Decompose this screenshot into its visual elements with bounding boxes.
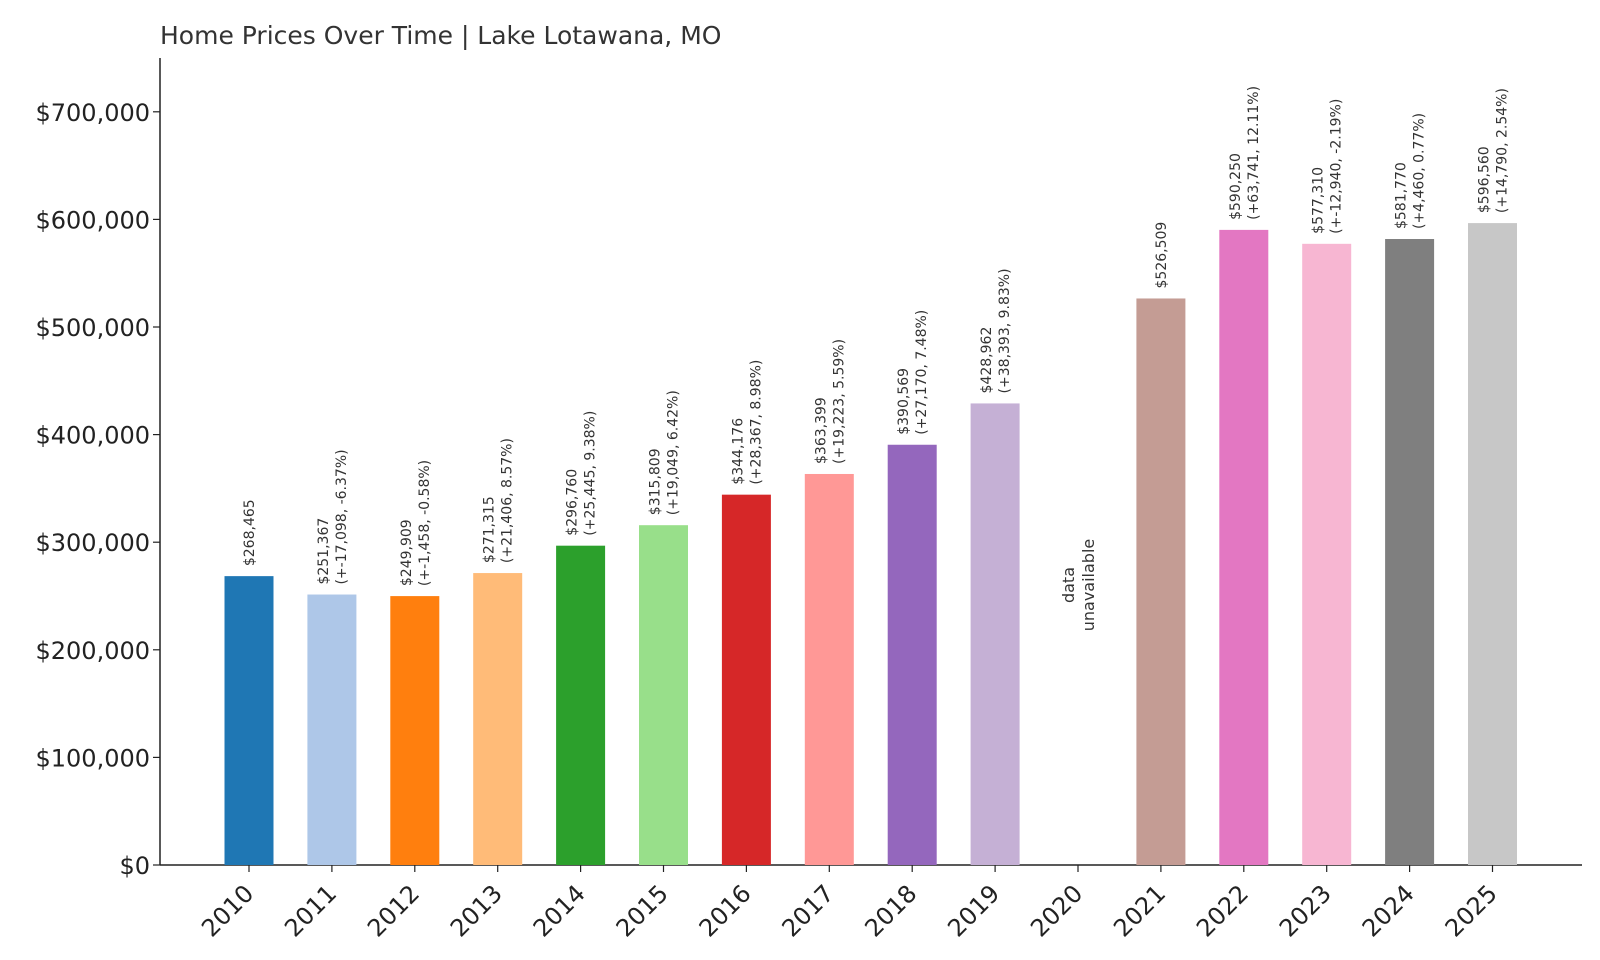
y-tick-label: $100,000: [35, 744, 150, 772]
x-tick-label: 2014: [528, 879, 591, 942]
x-tick-label: 2013: [445, 879, 508, 942]
bar: [307, 594, 357, 865]
x-tick-label: 2010: [196, 879, 259, 942]
bar: [1385, 239, 1435, 865]
bar-value-label: (+19,049, 6.42%): [666, 390, 682, 515]
x-tick-label: 2017: [777, 879, 840, 942]
bar: [887, 444, 937, 865]
bar-value-label: $577,310: [1311, 167, 1327, 234]
bar: [473, 573, 523, 865]
bar-value-label: $344,176: [730, 418, 746, 485]
bar: [1468, 223, 1517, 865]
bar-value-label: (+63,741, 12.11%): [1246, 86, 1262, 220]
bar-value-label: $271,315: [482, 496, 498, 563]
x-tick-label: 2023: [1274, 879, 1337, 942]
bar-value-label: $363,399: [813, 397, 829, 464]
bar: [390, 596, 440, 865]
x-tick-label: 2021: [1108, 879, 1171, 942]
x-tick-label: 2018: [859, 879, 922, 942]
y-tick-label: $0: [119, 852, 150, 880]
bar: [804, 473, 854, 865]
bar-value-label: $315,809: [648, 448, 664, 515]
x-tick-label: 2025: [1440, 879, 1503, 942]
y-tick-label: $400,000: [35, 422, 150, 450]
bar-value-label: (+-1,458, -0.58%): [417, 460, 433, 586]
x-tick-label: 2019: [942, 879, 1005, 942]
bar: [1136, 298, 1186, 865]
bar-value-label: (+-12,940, -2.19%): [1329, 99, 1345, 234]
bars: [224, 223, 1517, 866]
x-tick-label: 2016: [694, 879, 757, 942]
bar: [970, 403, 1020, 865]
bar-value-label: (+25,445, 9.38%): [583, 411, 599, 536]
bar-value-label: $268,465: [242, 499, 258, 566]
bar-value-label: (+-17,098, -6.37%): [334, 449, 350, 584]
bar-value-label: (+28,367, 8.98%): [748, 360, 764, 485]
bar-value-label: $390,569: [896, 368, 912, 435]
y-tick-label: $600,000: [35, 206, 150, 234]
bar-value-label: (+19,223, 5.59%): [831, 339, 847, 464]
x-axis: 2010 2011 2012 2013 2014 2015 2016 2017 2018 2019…: [160, 864, 1582, 942]
bar-value-label: (+27,170, 7.48%): [914, 310, 930, 435]
bar: [224, 576, 274, 865]
bar: [556, 545, 606, 865]
bar-value-label: (+4,460, 0.77%): [1412, 113, 1428, 229]
bar-value-label: $590,250: [1228, 153, 1244, 220]
y-tick-label: $500,000: [35, 314, 150, 342]
chart-title: Home Prices Over Time | Lake Lotawana, M…: [160, 21, 721, 50]
data-unavailable-label: unavailable: [1079, 539, 1098, 632]
bar-value-label: (+21,406, 8.57%): [500, 438, 516, 563]
y-axis: $0 $100,000 $200,000 $300,000 $400,000 $500,0…: [35, 58, 161, 880]
x-tick-label: 2012: [362, 879, 425, 942]
bar-value-label: $251,367: [316, 518, 332, 585]
bar-value-label: $296,760: [565, 469, 581, 536]
bar-value-label: (+14,790, 2.54%): [1495, 88, 1511, 213]
bar: [721, 494, 771, 865]
bar-value-label: $526,509: [1154, 222, 1170, 289]
bar-value-label: $596,560: [1477, 146, 1493, 213]
bar: [1219, 229, 1269, 866]
bar-value-label: (+38,393, 9.83%): [997, 268, 1013, 393]
bar-value-label: $581,770: [1394, 162, 1410, 229]
bar: [639, 525, 688, 865]
x-tick-label: 2024: [1357, 879, 1420, 942]
bar-labels: $268,465 $251,367 (+-17,098, -6.37%) $249,9…: [242, 86, 1511, 631]
bar: [1302, 243, 1352, 865]
x-tick-label: 2020: [1025, 879, 1088, 942]
x-tick-label: 2011: [279, 879, 342, 942]
data-unavailable-label: data: [1059, 567, 1078, 603]
bar-value-label: $428,962: [979, 327, 995, 394]
y-tick-label: $300,000: [35, 529, 150, 557]
bar-value-label: $249,909: [399, 519, 415, 586]
y-tick-label: $700,000: [35, 99, 150, 127]
x-tick-label: 2022: [1191, 879, 1254, 942]
y-tick-label: $200,000: [35, 637, 150, 665]
x-tick-label: 2015: [611, 879, 674, 942]
